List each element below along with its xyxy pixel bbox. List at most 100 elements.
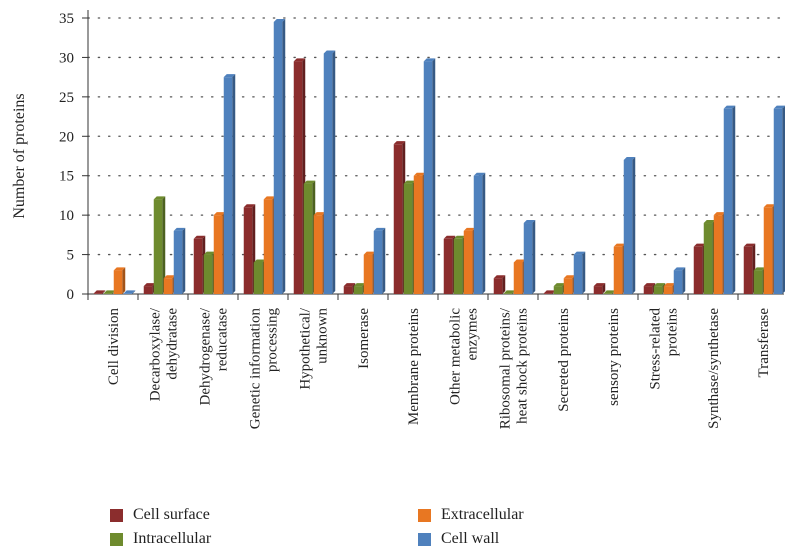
y-tick-label: 25 [59, 90, 74, 106]
bar-face [153, 199, 163, 294]
bar-face [603, 293, 613, 294]
legend-item-extracellular: Extracellular [418, 506, 524, 524]
y-axis-label: Number of proteins [11, 93, 28, 218]
bar-top [543, 290, 556, 294]
y-tick-label: 35 [59, 11, 74, 27]
bar [603, 290, 616, 294]
bar-top [353, 283, 366, 287]
bar-face [453, 238, 463, 294]
bar-face [663, 286, 673, 294]
bar [523, 220, 536, 294]
bar [723, 105, 736, 294]
bar-face [673, 270, 683, 294]
bar [153, 196, 166, 294]
bar-top [373, 227, 386, 231]
bar-top [153, 196, 166, 200]
bar-face [503, 293, 513, 294]
legend-label: Cell surface [133, 506, 210, 523]
bar-face [323, 53, 333, 294]
x-category-labels: Cell division Decarboxylase/dehydratase De… [106, 307, 772, 429]
x-category-label: Hypothetical/ [298, 307, 314, 389]
bar-side [732, 105, 736, 294]
bar-face [593, 286, 603, 294]
bar [213, 212, 226, 294]
legend-item-cell-surface: Cell surface [110, 506, 210, 524]
bar-face [693, 246, 703, 294]
bar-face [763, 207, 773, 294]
bar-top [413, 172, 426, 176]
bar-face [273, 21, 283, 294]
bar-top [223, 74, 236, 78]
bar-top [313, 212, 326, 216]
bar [763, 204, 776, 294]
bar-top [293, 58, 306, 62]
y-tick-label: 30 [59, 50, 74, 66]
bar [463, 227, 476, 294]
bar-side [502, 275, 506, 294]
bar [343, 283, 356, 294]
bar [673, 267, 686, 294]
bar-face [373, 230, 383, 294]
legend-swatch-extracellular [418, 508, 431, 522]
bar-side [182, 227, 186, 294]
bar-face [93, 293, 103, 294]
x-category-label: processing [265, 308, 281, 373]
bar [613, 243, 626, 294]
bar [743, 243, 756, 294]
bar-top [573, 251, 586, 255]
bar-top [213, 212, 226, 216]
y-tick-label: 0 [67, 287, 75, 303]
bar-top [343, 283, 356, 287]
bar-chart: 0 5 10 15 20 25 30 35 Cell division Decarboxylas… [11, 10, 785, 429]
bar-top [563, 275, 576, 279]
bar-side [122, 267, 126, 294]
bar-top [653, 283, 666, 287]
bar [393, 141, 406, 294]
bar-top [193, 235, 206, 239]
bar-top [713, 212, 726, 216]
bar-face [293, 61, 303, 294]
bar [293, 58, 306, 294]
bar-side [682, 267, 686, 294]
bar [143, 283, 156, 294]
bar-face [653, 286, 663, 294]
bar [693, 243, 706, 294]
bar [703, 220, 716, 294]
bar-face [123, 293, 133, 294]
legend-swatch-cell-wall [418, 532, 431, 546]
x-category-label: Genetic information [248, 308, 264, 430]
bar-top [503, 290, 516, 294]
bar-top [753, 267, 766, 271]
bar-top [703, 220, 716, 224]
bar-face [403, 183, 413, 294]
bar-face [143, 286, 153, 294]
bar [643, 283, 656, 294]
bars [93, 18, 785, 295]
bar-side [582, 251, 586, 294]
bar [203, 251, 216, 294]
x-category-label: Cell division [106, 308, 122, 386]
bar [543, 290, 556, 294]
x-category-label: Decarboxylase/ [148, 307, 164, 401]
bar [323, 50, 336, 294]
bar-top [523, 220, 536, 224]
bar-top [173, 227, 186, 231]
bar [163, 275, 176, 294]
bar [123, 290, 136, 294]
bar [663, 283, 676, 294]
bar-top [593, 283, 606, 287]
bar [93, 290, 106, 294]
bar-face [643, 286, 653, 294]
bar [303, 180, 316, 294]
bar-face [463, 230, 473, 294]
bar-face [723, 108, 733, 294]
bar [573, 251, 586, 294]
bar-top [103, 290, 116, 294]
bar [253, 259, 266, 294]
bar-top [423, 58, 436, 62]
bar-top [253, 259, 266, 263]
bar [173, 227, 186, 294]
bar-top [513, 259, 526, 263]
x-category-label: Membrane proteins [406, 308, 422, 425]
bar-top [113, 267, 126, 271]
